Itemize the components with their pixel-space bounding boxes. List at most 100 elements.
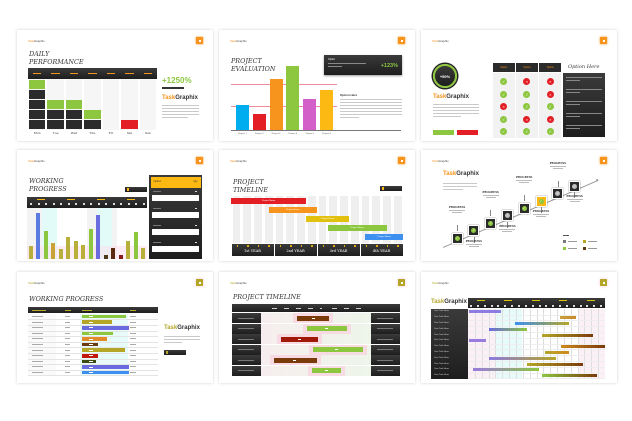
- slide-working-progress-table[interactable]: TaskGraphix WORKING PROGRESS TaskGraphix: [17, 272, 213, 383]
- working-chart: [27, 208, 147, 259]
- gantt-bar[interactable]: [559, 316, 577, 320]
- slide-corner-button[interactable]: [398, 157, 405, 164]
- gantt-bar[interactable]: [561, 345, 605, 349]
- timeline-bar[interactable]: [280, 336, 319, 342]
- gantt-bar[interactable]: [488, 327, 527, 331]
- timeline-bar[interactable]: [274, 357, 318, 363]
- slide-progress-steps[interactable]: TaskGraphix TaskGraphix ✓ PROGRESS ✓ PROGRE…: [421, 150, 617, 261]
- gantt-bar[interactable]: [473, 368, 540, 372]
- row-name: [32, 349, 43, 351]
- panel-row-label: [153, 191, 161, 192]
- bar-label: [311, 317, 315, 319]
- progress-label: [89, 372, 93, 373]
- timeline-bar[interactable]: Project Name: [231, 198, 307, 204]
- quantity-input[interactable]: [152, 229, 199, 235]
- row-name: [32, 360, 43, 362]
- week-dot: [97, 203, 100, 205]
- quantity-input[interactable]: [152, 246, 199, 252]
- bar-label: [324, 370, 328, 371]
- progress-label: [89, 321, 93, 323]
- bar: [303, 99, 317, 130]
- slide-corner-button[interactable]: [196, 157, 203, 164]
- column-bg: [102, 79, 120, 130]
- month-label: [586, 300, 595, 301]
- timeline-bar[interactable]: [312, 347, 364, 352]
- connector: [473, 236, 475, 243]
- x-icon: ×: [523, 115, 531, 123]
- gantt-bar[interactable]: [469, 310, 501, 314]
- bar: [58, 248, 63, 259]
- row-name: [32, 338, 43, 340]
- task-label: Your Task Here: [434, 374, 449, 377]
- gantt-bar[interactable]: [544, 351, 570, 354]
- step-square[interactable]: ✓: [569, 180, 581, 192]
- step-square[interactable]: ✓: [468, 225, 480, 237]
- percent-value: +50%: [439, 73, 451, 79]
- step-square[interactable]: ✓: [451, 232, 463, 244]
- slide-corner-button[interactable]: [398, 37, 405, 44]
- step-text: [468, 245, 479, 247]
- step-square[interactable]: ✓: [501, 210, 513, 222]
- timeline-bar[interactable]: Project Name: [306, 216, 350, 222]
- axis-label: [344, 307, 349, 309]
- row-name: [32, 344, 43, 345]
- slide-gantt-chart[interactable]: TaskGraphix TaskGraphix Your Task Here Yo…: [421, 272, 617, 383]
- progress-bar: [82, 365, 129, 369]
- gantt-bar[interactable]: [488, 356, 556, 360]
- quantity-input[interactable]: [152, 212, 199, 218]
- timeline-bar[interactable]: [297, 315, 330, 321]
- bar-label: [335, 349, 339, 350]
- week-dot: [75, 203, 77, 205]
- slide-corner-button[interactable]: [600, 279, 607, 286]
- step-label: PROGRESS: [465, 239, 482, 243]
- gantt-bar[interactable]: [541, 333, 593, 337]
- timeline-bar[interactable]: Project Name: [268, 207, 317, 213]
- timeline-bar[interactable]: Project Name: [365, 234, 403, 240]
- slide-corner-button[interactable]: [196, 279, 203, 286]
- year-dot: [257, 245, 259, 247]
- quantity-input[interactable]: [152, 195, 199, 201]
- slide-working-progress[interactable]: TaskGraphix WORKING PROGRESS Option Qty: [17, 150, 213, 261]
- green-button[interactable]: [433, 130, 454, 135]
- gantt-bar[interactable]: [514, 322, 570, 325]
- timeline-bar[interactable]: [307, 326, 347, 331]
- grid-column: [393, 196, 402, 243]
- timeline-bar[interactable]: Project Name: [327, 225, 387, 231]
- row-status: [130, 355, 136, 356]
- slide-project-timeline[interactable]: TaskGraphix PROJECT TIMELINE Project Name…: [219, 150, 415, 261]
- slide-corner-button[interactable]: [600, 157, 607, 164]
- gantt-bar[interactable]: [469, 339, 486, 343]
- row-date: [65, 349, 70, 351]
- progress-label: [89, 355, 93, 357]
- red-button[interactable]: [457, 130, 478, 135]
- legend-text: [588, 241, 597, 242]
- step-square[interactable]: ✓: [535, 195, 547, 207]
- step-square[interactable]: ✓: [485, 217, 497, 229]
- step-square[interactable]: ✓: [552, 188, 564, 200]
- week-dot: [470, 304, 472, 307]
- timeline-bar[interactable]: [311, 368, 342, 373]
- year-dot: [290, 245, 292, 247]
- check-icon: ✓: [500, 115, 508, 123]
- month-label: [127, 199, 135, 200]
- logo: TaskGraphix: [443, 171, 479, 177]
- year-box: 1st YEAR: [231, 244, 274, 256]
- brand-small: TaskGraphix: [28, 281, 45, 285]
- grid-column: [350, 196, 359, 243]
- gantt-bar[interactable]: [541, 374, 597, 378]
- slide-corner-button[interactable]: [196, 37, 203, 44]
- slide-daily-performance[interactable]: TaskGraphix DAILY PERFORMANCE Mon Tue Wed Th…: [17, 30, 213, 141]
- bar-label: [293, 359, 297, 361]
- year-dot: [268, 245, 270, 247]
- slide-options-comparison[interactable]: TaskGraphix +50% TaskGraphix Option Optio…: [421, 30, 617, 141]
- task-label: Your Task Here: [434, 356, 449, 359]
- performance-block: [47, 100, 64, 109]
- action-button[interactable]: [164, 350, 186, 355]
- slide-corner-button[interactable]: [398, 279, 405, 286]
- step-square[interactable]: ✓: [518, 202, 530, 214]
- slide-corner-button[interactable]: [600, 37, 607, 44]
- slide-title: WORKING PROGRESS: [29, 177, 67, 193]
- gantt-bar[interactable]: [526, 362, 584, 366]
- slide-project-timeline-rows[interactable]: TaskGraphix PROJECT TIMELINE: [219, 272, 415, 383]
